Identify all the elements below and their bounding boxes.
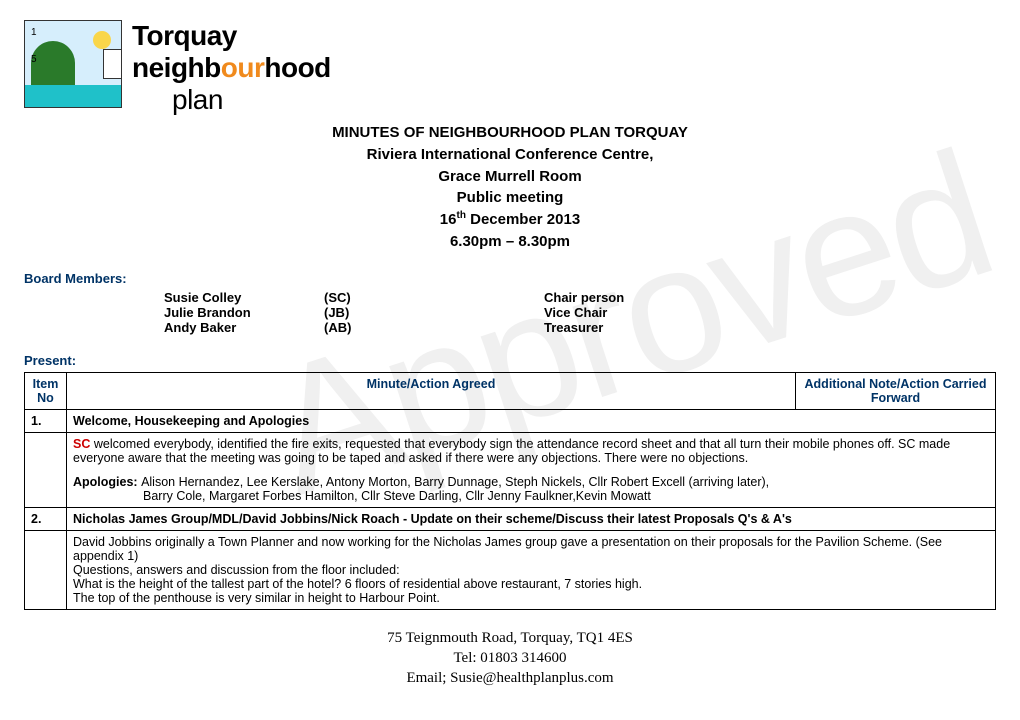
item-title-cell: Welcome, Housekeeping and Apologies (67, 409, 996, 432)
welcome-body: welcomed everybody, identified the fire … (73, 437, 950, 465)
title-l4: Public meeting (24, 187, 996, 209)
page-number-1: 1 (31, 27, 37, 38)
table-row: 1. Welcome, Housekeeping and Apologies (25, 409, 996, 432)
member-row: Susie Colley (SC) Chair person (164, 290, 996, 305)
brand-line-2: neighbourhood (132, 52, 331, 84)
member-init: (JB) (324, 305, 544, 320)
title-day: 16 (440, 211, 457, 228)
title-l2: Riviera International Conference Centre, (24, 144, 996, 166)
footer-tel: Tel: 01803 314600 (24, 648, 996, 668)
r2-p4: The top of the penthouse is very similar… (73, 591, 989, 605)
item-no-cell: 1. (25, 409, 67, 432)
brand-part-c: hood (264, 52, 330, 83)
col-additional: Additional Note/Action Carried Forward (796, 372, 996, 409)
present-label: Present: (24, 353, 996, 368)
table-row: 2. Nicholas James Group/MDL/David Jobbin… (25, 507, 996, 530)
footer-address: 75 Teignmouth Road, Torquay, TQ1 4ES (24, 628, 996, 648)
member-role: Chair person (544, 290, 624, 305)
brand-part-a: neighb (132, 52, 221, 83)
col-item-no: Item No (25, 372, 67, 409)
title-l6: 6.30pm – 8.30pm (24, 231, 996, 253)
member-row: Julie Brandon (JB) Vice Chair (164, 305, 996, 320)
table-row: David Jobbins originally a Town Planner … (25, 530, 996, 609)
title-sup: th (456, 210, 465, 221)
title-l3: Grace Murrell Room (24, 166, 996, 188)
r2-p1: David Jobbins originally a Town Planner … (73, 535, 989, 563)
logo-image: 1 5 (24, 20, 122, 108)
title-block: MINUTES OF NEIGHBOURHOOD PLAN TORQUAY Ri… (24, 122, 996, 253)
title-l1: MINUTES OF NEIGHBOURHOOD PLAN TORQUAY (24, 122, 996, 144)
title-monthyear: December 2013 (466, 211, 580, 228)
board-members-label: Board Members: (24, 271, 996, 286)
table-header-row: Item No Minute/Action Agreed Additional … (25, 372, 996, 409)
minutes-table: Item No Minute/Action Agreed Additional … (24, 372, 996, 610)
brand-line-1: Torquay (132, 20, 331, 52)
member-role: Vice Chair (544, 305, 607, 320)
apologies-line-2: Barry Cole, Margaret Forbes Hamilton, Cl… (73, 489, 989, 503)
item-body-cell: David Jobbins originally a Town Planner … (67, 530, 996, 609)
board-members-list: Susie Colley (SC) Chair person Julie Bra… (164, 290, 996, 335)
item-no-cell (25, 432, 67, 507)
col-minute-action: Minute/Action Agreed (67, 372, 796, 409)
member-name: Susie Colley (164, 290, 324, 305)
member-row: Andy Baker (AB) Treasurer (164, 320, 996, 335)
r2-p2: Questions, answers and discussion from t… (73, 563, 989, 577)
member-role: Treasurer (544, 320, 603, 335)
table-row: SC welcomed everybody, identified the fi… (25, 432, 996, 507)
page-number-2: 5 (31, 54, 37, 65)
apologies-label: Apologies: (73, 475, 141, 489)
apologies-line-1: Alison Hernandez, Lee Kerslake, Antony M… (141, 475, 769, 489)
member-name: Andy Baker (164, 320, 324, 335)
item-title-cell: Nicholas James Group/MDL/David Jobbins/N… (67, 507, 996, 530)
member-name: Julie Brandon (164, 305, 324, 320)
r2-p3: What is the height of the tallest part o… (73, 577, 989, 591)
brand-text: Torquay neighbourhood plan (132, 20, 331, 116)
sc-tag: SC (73, 437, 90, 451)
item-body-cell: SC welcomed everybody, identified the fi… (67, 432, 996, 507)
brand-line-3: plan (172, 84, 331, 116)
brand-part-b: our (221, 52, 265, 83)
footer: 75 Teignmouth Road, Torquay, TQ1 4ES Tel… (24, 628, 996, 689)
item-no-cell: 2. (25, 507, 67, 530)
document-header: 1 5 Torquay neighbourhood plan (24, 20, 996, 116)
footer-email: Email; Susie@healthplanplus.com (24, 668, 996, 688)
title-l5: 16th December 2013 (24, 209, 996, 231)
member-init: (SC) (324, 290, 544, 305)
member-init: (AB) (324, 320, 544, 335)
item-no-cell (25, 530, 67, 609)
